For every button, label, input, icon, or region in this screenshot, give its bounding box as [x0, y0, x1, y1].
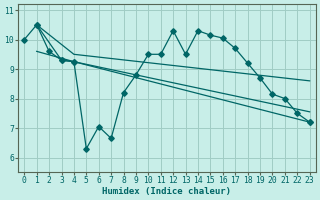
- X-axis label: Humidex (Indice chaleur): Humidex (Indice chaleur): [102, 187, 231, 196]
